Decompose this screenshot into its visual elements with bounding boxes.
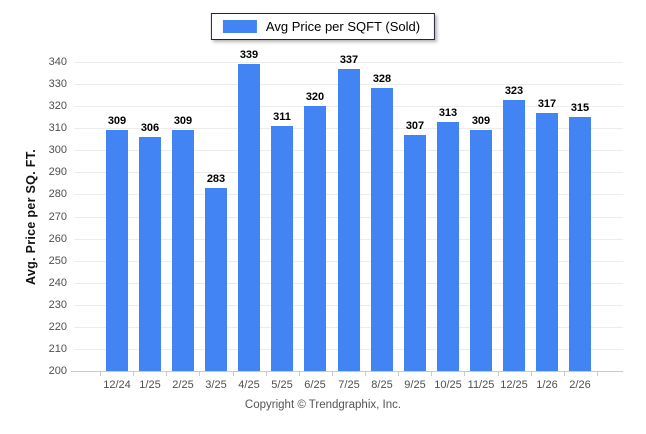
x-tick-label-9-25: 9/25 [404,379,426,391]
x-axis-tick [332,372,333,376]
x-axis-tick [498,372,499,376]
x-tick-label-7-25: 7/25 [338,379,360,391]
bar-2-26 [569,117,591,371]
bar-8-25 [371,88,393,371]
value-label-1-25: 306 [140,122,160,134]
x-tick-label-4-25: 4/25 [238,379,260,391]
x-axis-tick [299,372,300,376]
value-label-12-25: 323 [504,85,524,97]
bar-12-25 [503,100,525,371]
bar-1-25 [139,137,161,371]
x-tick-label-6-25: 6/25 [304,379,326,391]
x-axis-line [71,371,623,372]
x-tick-label-10-25: 10/25 [434,379,462,391]
y-tick-label: 250 [48,255,67,267]
value-label-8-25: 328 [372,73,392,85]
x-tick-label-11-25: 11/25 [467,379,495,391]
value-label-4-25: 339 [239,49,259,61]
x-tick-label-5-25: 5/25 [271,379,293,391]
x-axis-tick [464,372,465,376]
y-tick-label: 220 [48,321,67,333]
x-axis-tick [266,372,267,376]
value-label-2-25: 309 [173,115,193,127]
x-tick-label-1-26: 1/26 [536,379,558,391]
value-label-3-25: 283 [206,173,226,185]
x-tick-label-2-26: 2/26 [569,379,591,391]
x-axis-tick [166,372,167,376]
plot-area: 200 210 220 230 240 250 260 270 280 290 300 310 320 3… [49,49,623,391]
x-axis-tick [431,372,432,376]
x-axis-tick [597,372,598,376]
grid-line [74,62,623,63]
value-label-6-25: 320 [305,91,325,103]
value-label-11-25: 309 [471,115,491,127]
legend: Avg Price per SQFT (Sold) [210,13,436,40]
x-axis-tick [133,372,134,376]
y-tick-label: 340 [48,56,67,68]
y-tick-label: 310 [48,122,67,134]
value-label-2-26: 315 [570,102,590,114]
y-tick-label: 240 [48,277,67,289]
x-tick-label-8-25: 8/25 [371,379,393,391]
bar-2-25 [172,130,194,371]
y-tick-label: 210 [48,343,67,355]
y-tick-label: 200 [48,365,67,377]
bar-9-25 [404,135,426,371]
y-tick-label: 280 [48,188,67,200]
x-tick-label-3-25: 3/25 [205,379,227,391]
y-tick-label: 230 [48,299,67,311]
bar-4-25 [238,64,260,371]
value-label-7-25: 337 [339,54,359,66]
x-axis-tick [233,372,234,376]
value-label-1-26: 317 [537,98,557,110]
x-axis-tick [100,372,101,376]
y-tick-label: 270 [48,211,67,223]
x-tick-label-1-25: 1/25 [139,379,161,391]
x-tick-label-12-24: 12/24 [103,379,131,391]
value-label-9-25: 307 [405,120,425,132]
value-label-10-25: 313 [438,107,458,119]
bar-11-25 [470,130,492,371]
bar-7-25 [338,69,360,371]
y-tick-label: 290 [48,166,67,178]
value-label-12-24: 309 [107,115,127,127]
legend-swatch-icon [222,20,257,33]
x-axis-tick [199,372,200,376]
bar-6-25 [304,106,326,371]
bar-5-25 [271,126,293,371]
bar-3-25 [205,188,227,371]
y-tick-label: 330 [48,78,67,90]
x-axis-tick [564,372,565,376]
x-tick-label-12-25: 12/25 [500,379,528,391]
value-label-5-25: 311 [273,111,291,123]
bar-1-26 [536,113,558,371]
x-axis-tick [398,372,399,376]
y-tick-label: 260 [48,233,67,245]
x-axis-tick [365,372,366,376]
bar-10-25 [437,122,459,371]
bar-12-24 [106,130,128,371]
y-tick-label: 320 [48,100,67,112]
copyright-text: Copyright © Trendgraphix, Inc. [244,399,402,411]
y-tick-label: 300 [48,144,67,156]
x-tick-label-2-25: 2/25 [172,379,194,391]
legend-label: Avg Price per SQFT (Sold) [265,19,421,34]
x-axis-tick [531,372,532,376]
